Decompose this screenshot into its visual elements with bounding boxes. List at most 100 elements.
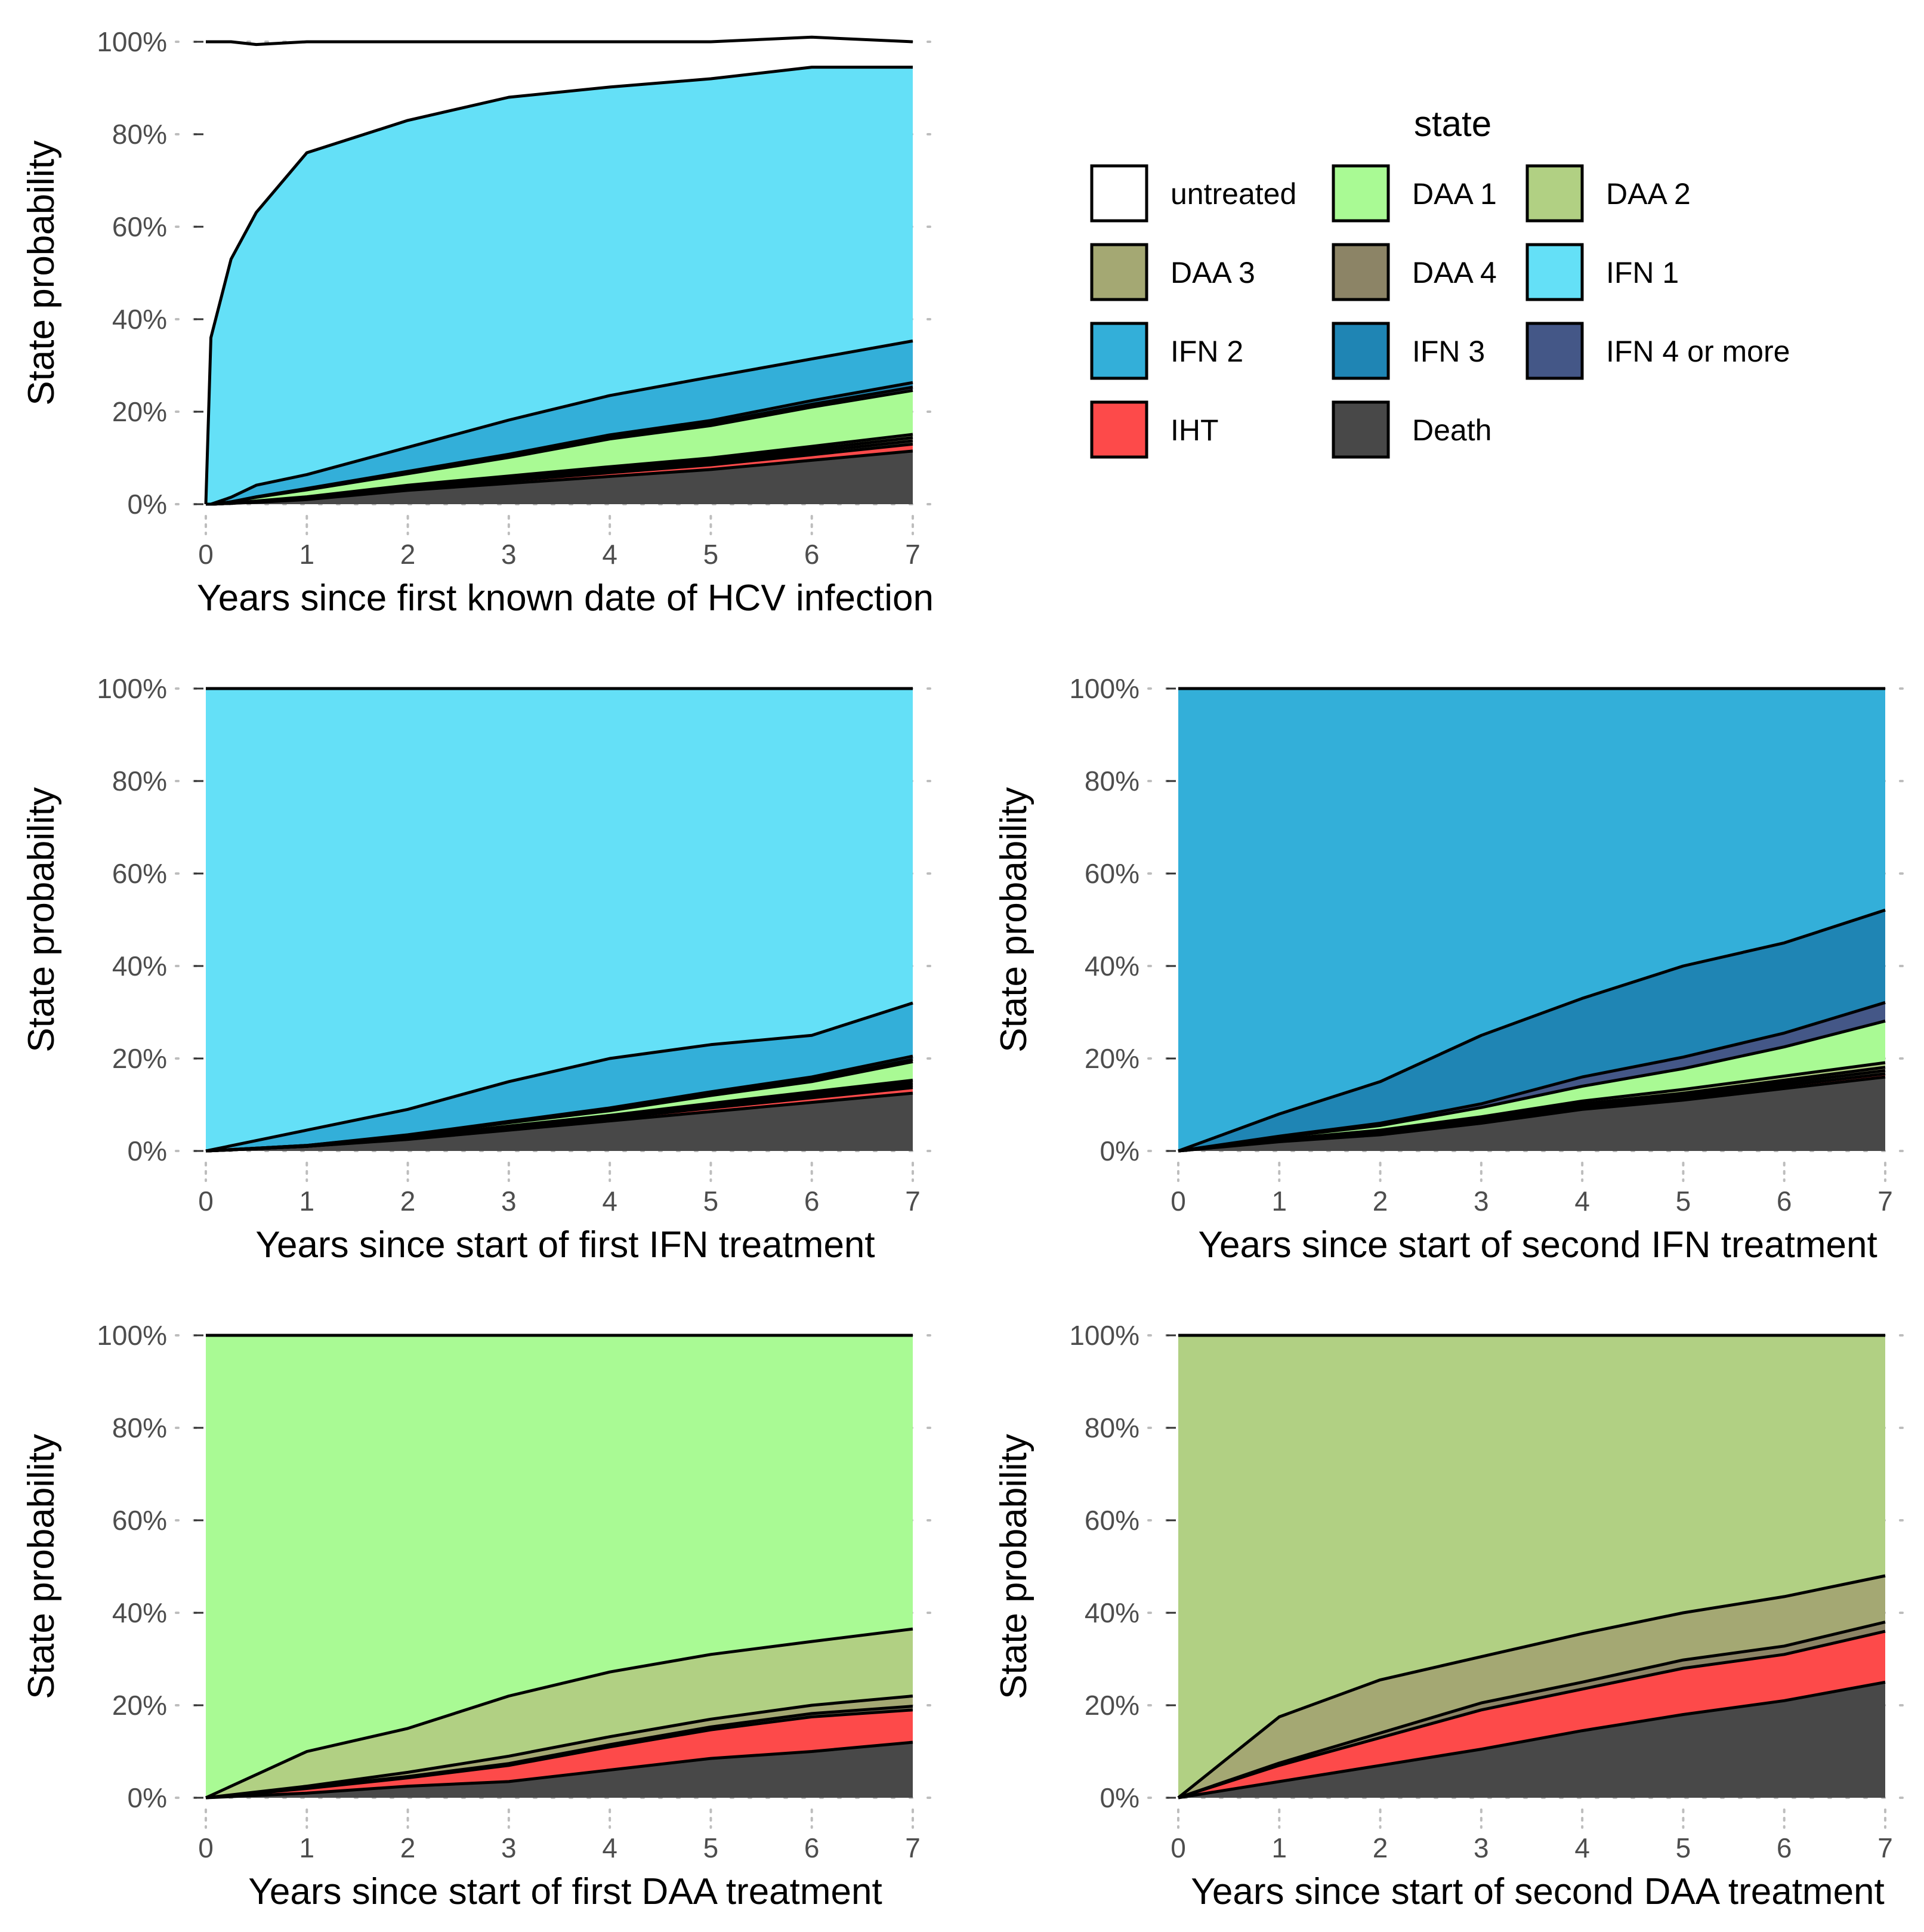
y-tick-label: 80% [112,1412,167,1443]
x-tick-label: 4 [1574,1832,1590,1863]
x-tick-label: 7 [905,539,921,570]
line-daa-4 [205,1705,913,1800]
y-tick-label: 0% [1100,1782,1139,1813]
line-ifn-3 [205,1054,913,1153]
x-tick-label: 2 [400,1186,416,1217]
y-tick-label: 40% [1085,1597,1139,1628]
x-tick-label: 1 [299,1186,314,1217]
x-tick-label: 0 [198,539,214,570]
x-tick-label: 6 [1777,1186,1792,1217]
area-ifn-2 [206,1003,913,1151]
legend-item-daa-2: DAA 2 [1525,164,1691,223]
x-tick-label: 4 [602,539,617,570]
line-daa-4 [1178,1621,1886,1800]
y-tick-label: 20% [112,1690,167,1721]
x-tick-label: 6 [804,1832,820,1863]
x-axis-title: Years since start of second IFN treatmen… [1198,1224,1877,1266]
legend-swatch [1525,164,1584,223]
x-tick-label: 3 [501,1186,517,1217]
area-death [1178,1077,1885,1151]
legend-items: untreated DAA 1 DAA 2 DAA 3 DAA 4 IFN 1 IFN 2 I… [1090,164,1790,459]
panel-4: 0% 20% 40% 60% 80% 100% 0 1 2 3 4 5 6 7 Years since st… [21,1320,947,1912]
x-tick-label: 5 [1676,1832,1691,1863]
x-tick-label: 2 [1373,1186,1388,1217]
legend-swatch [1332,322,1390,380]
area-daa-3 [1178,1576,1885,1798]
y-axis-title: State probability [993,1434,1034,1699]
y-tick-label: 0% [128,1782,167,1813]
x-tick-label: 4 [602,1832,617,1863]
y-tick-label: 40% [112,304,167,335]
legend: state untreated DAA 1 DAA 2 DAA 3 DAA 4 IFN 1… [1090,104,1790,459]
x-tick-label: 7 [905,1832,921,1863]
legend-label: IHT [1171,413,1219,447]
x-tick-label: 1 [1271,1832,1287,1863]
legend-label: DAA 3 [1171,256,1255,289]
area-ifn-2 [206,341,913,504]
y-tick-label: 100% [1069,1320,1139,1351]
legend-item-ifn-3: IFN 3 [1332,322,1485,380]
x-tick-label: 4 [1574,1186,1590,1217]
y-tick-label: 80% [112,766,167,797]
x-tick-label: 5 [1676,1186,1691,1217]
y-axis-title: State probability [993,787,1034,1053]
y-axis-title: State probability [21,787,62,1053]
x-axis-title: Years since start of first DAA treatment [248,1871,882,1912]
panel-1: 0% 20% 40% 60% 80% 100% 0 1 2 3 4 5 6 7 Years since fi… [21,26,947,619]
legend-item-death: Death [1332,400,1491,459]
legend-label: untreated [1171,177,1296,211]
y-tick-label: 40% [112,950,167,982]
area-daa-2 [1178,1335,1885,1798]
area-ifn-2 [1178,689,1885,1151]
y-tick-label: 40% [112,1597,167,1628]
x-tick-label: 3 [501,539,517,570]
y-tick-label: 100% [97,673,167,704]
x-tick-label: 2 [400,539,416,570]
area-iht [1178,1631,1885,1798]
line-iht [1178,1629,1886,1800]
line-daa-3 [1177,1574,1886,1799]
y-axis-title: State probability [21,1434,62,1699]
y-tick-label: 60% [1085,858,1139,889]
line-death [205,1740,913,1800]
x-tick-label: 1 [299,1832,314,1863]
legend-label: DAA 4 [1412,256,1497,289]
y-tick-label: 0% [128,1135,167,1166]
x-tick-label: 0 [198,1832,214,1863]
x-tick-label: 0 [198,1186,214,1217]
x-tick-label: 5 [703,1832,719,1863]
panel-2: 0% 20% 40% 60% 80% 100% 0 1 2 3 4 5 6 7 Years since st… [21,673,947,1266]
line-death [1178,1680,1886,1800]
line-daa-3 [205,1695,913,1800]
legend-swatch [1525,322,1584,380]
legend-item-iht: IHT [1090,400,1219,459]
area-death [206,450,913,504]
legend-item-ifn-2: IFN 2 [1090,322,1243,380]
y-tick-label: 20% [1085,1043,1139,1074]
legend-item-ifn-1: IFN 1 [1525,243,1679,301]
area-ifn-1 [206,689,913,1151]
y-tick-label: 0% [1100,1135,1139,1166]
y-tick-label: 60% [112,1505,167,1536]
y-tick-label: 100% [97,26,167,57]
area-untreated [206,37,913,505]
legend-swatch [1090,243,1148,301]
y-tick-label: 20% [112,1043,167,1074]
x-tick-label: 7 [1877,1832,1893,1863]
area-daa-1 [206,390,913,504]
legend-swatch [1525,243,1584,301]
y-tick-label: 20% [112,396,167,427]
area-daa-1 [206,1335,913,1798]
line-untreated [206,35,913,47]
line-ifn-2 [205,1001,913,1153]
x-axis-title: Years since start of second DAA treatmen… [1191,1871,1885,1912]
line-ifn-4-or-more [1178,1001,1886,1153]
x-tick-label: 5 [703,539,719,570]
x-tick-label: 3 [501,1832,517,1863]
area-death [206,1093,913,1151]
line-ifn-2 [206,339,913,506]
area-death [206,1742,913,1798]
